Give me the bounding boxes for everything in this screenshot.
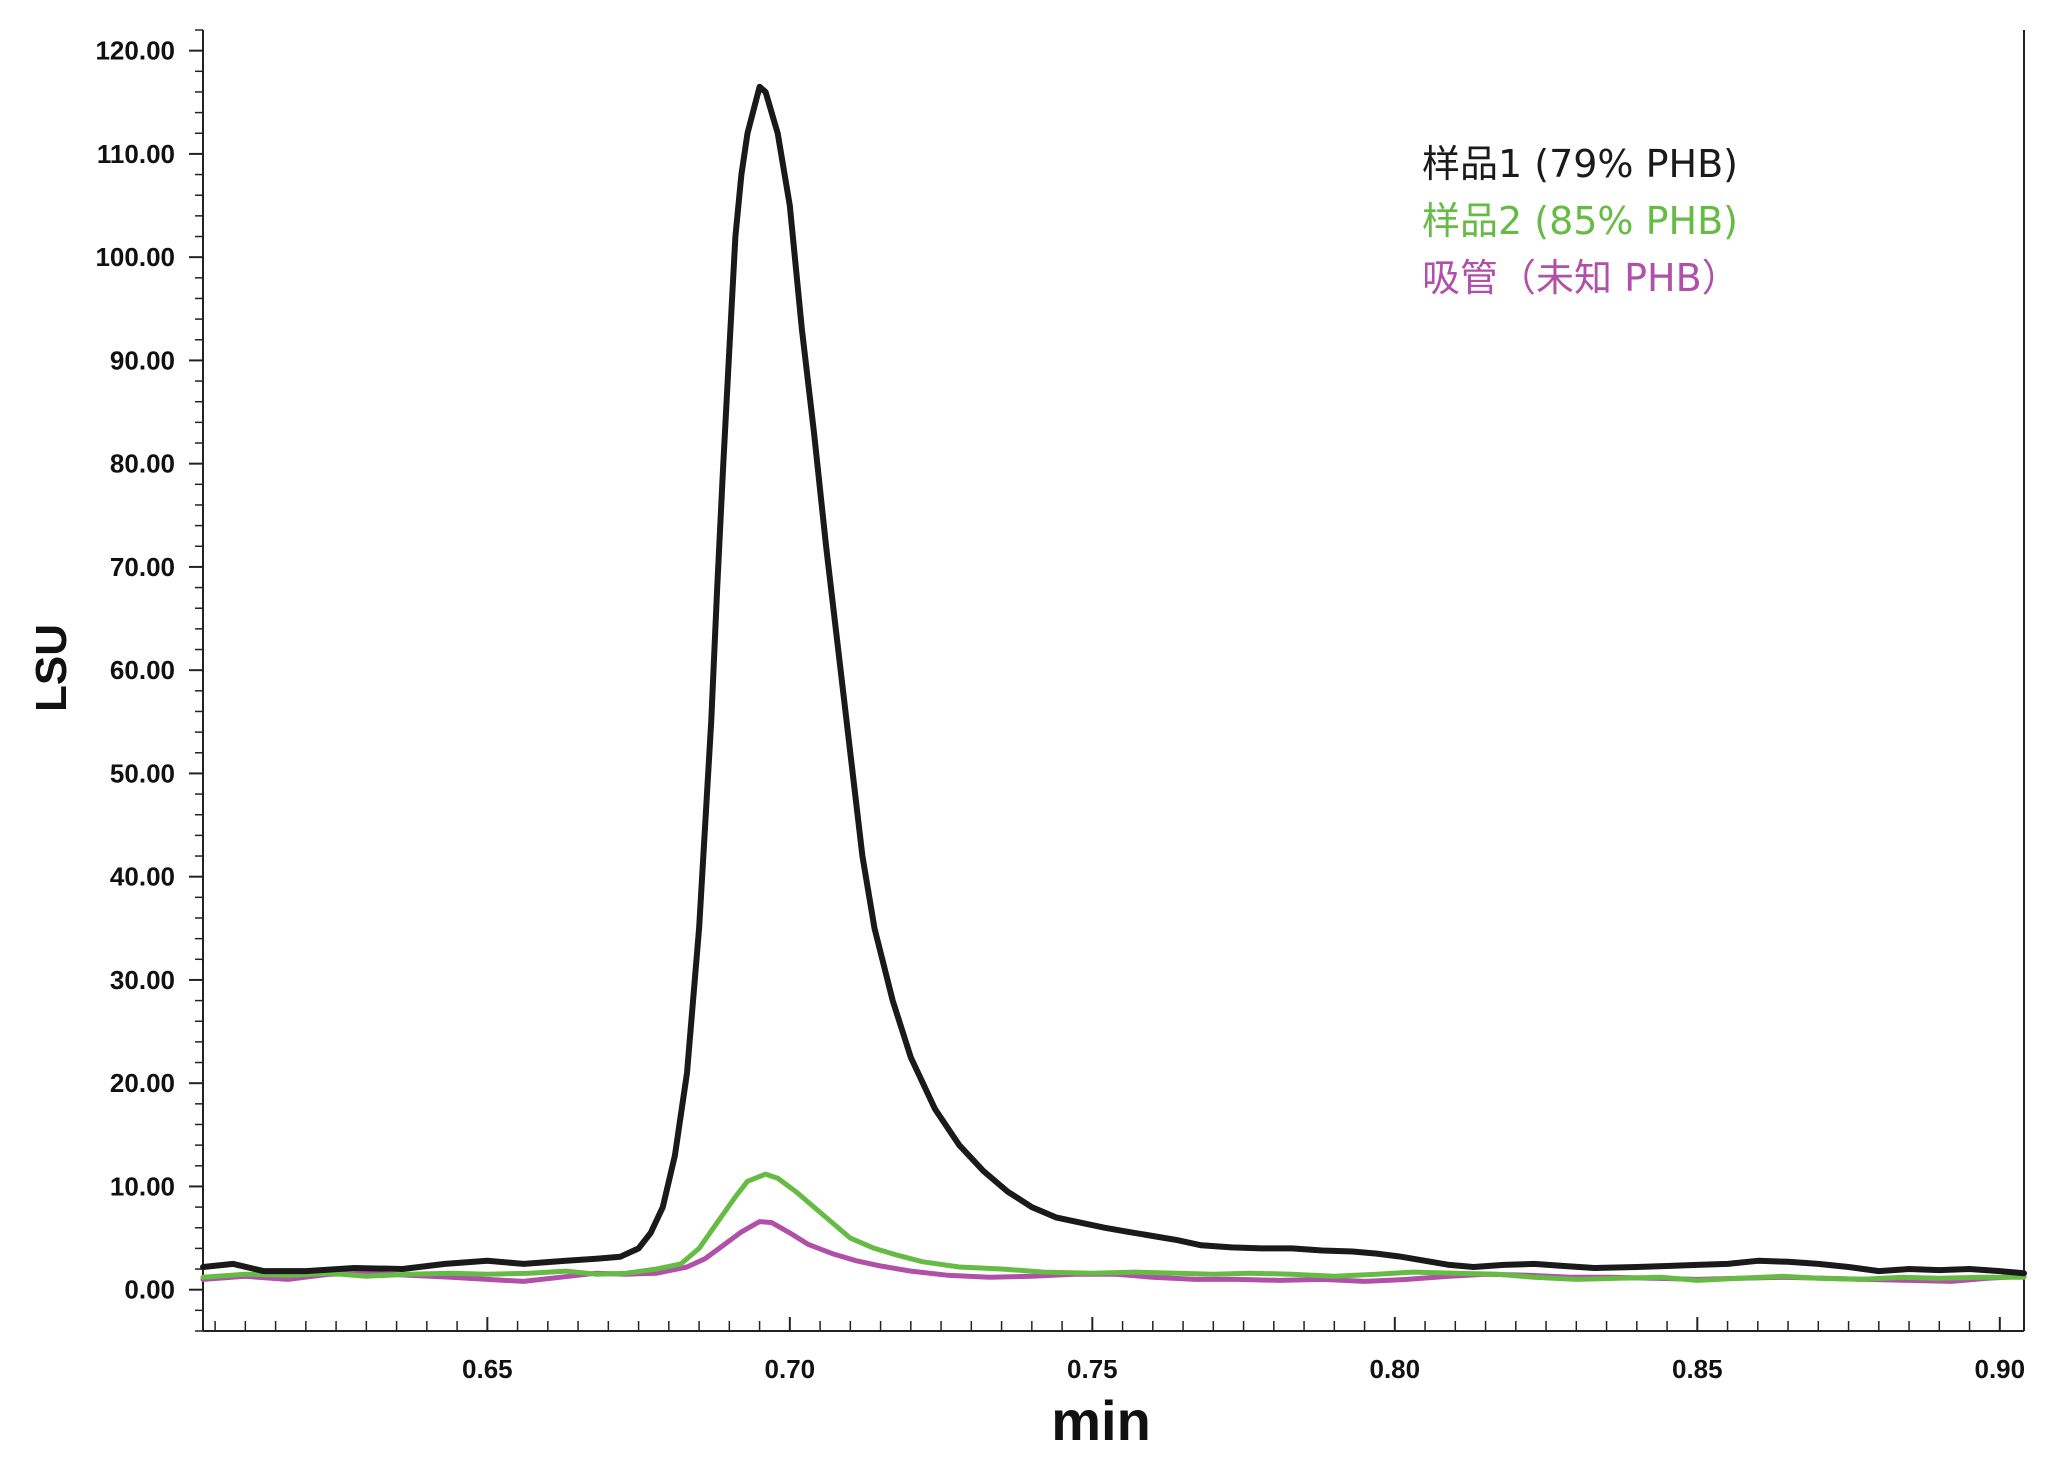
legend-item-sample1: 样品1 (79% PHB) [1422,142,1738,186]
x-axis-title: min [1051,1389,1151,1452]
axis-lines [202,30,2025,1332]
legend-item-sample2: 样品2 (85% PHB) [1422,199,1738,243]
y-tick-label: 60.00 [110,655,175,685]
y-axis: 0.00 10.00 20.00 30.00 40.00 50.00 60.00 70.00 8… [95,29,203,1332]
legend: 样品1 (79% PHB) 样品2 (85% PHB) 吸管（未知 PHB） [1422,142,1740,300]
x-tick-label: 0.90 [1974,1354,2025,1384]
legend-item-straw: 吸管（未知 PHB） [1422,256,1740,300]
y-axis-title: LSU [27,624,76,712]
x-tick-label: 0.75 [1067,1354,1118,1384]
y-tick-label: 100.00 [95,242,175,272]
x-axis: 0.65 0.70 0.75 0.80 0.85 0.90 [214,1317,2025,1384]
y-tick-label: 20.00 [110,1068,175,1098]
x-tick-label: 0.80 [1370,1354,1421,1384]
x-tick-label: 0.85 [1672,1354,1723,1384]
y-tick-label: 40.00 [110,862,175,892]
y-tick-label: 120.00 [95,36,175,66]
x-tick-label: 0.65 [462,1354,513,1384]
y-tick-label: 80.00 [110,449,175,479]
series-line-sample1 [200,83,2027,1277]
series-layer [200,83,2027,1284]
y-tick-label: 110.00 [97,139,175,169]
y-tick-label: 90.00 [110,345,175,375]
y-tick-label: 30.00 [110,965,175,995]
y-tick-label: 50.00 [110,758,175,788]
series-line-sample2 [200,1171,2027,1283]
y-tick-label: 70.00 [110,552,175,582]
y-tick-label: 10.00 [110,1171,175,1201]
y-tick-label: 0.00 [124,1275,175,1305]
x-tick-label: 0.70 [765,1354,816,1384]
